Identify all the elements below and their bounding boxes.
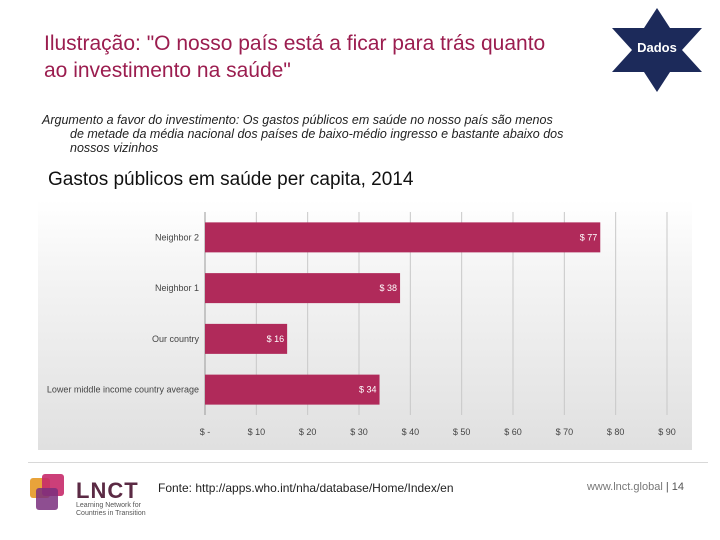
source-text: Fonte: http://apps.who.int/nha/database/… (158, 481, 454, 495)
data-label: $ 16 (267, 334, 285, 344)
bar-chart: $ - $ 10 $ 20 $ 30 $ 40 $ 50 $ 60 $ 70 $ 80 $ 90 N… (47, 212, 676, 437)
logo-subtitle-line-2: Countries in Transition (76, 510, 146, 517)
bar (205, 222, 601, 253)
category-label: Neighbor 1 (155, 283, 199, 293)
bar (205, 374, 380, 405)
logo-wordmark: LNCT (76, 478, 139, 503)
x-tick-label: $ 50 (453, 427, 471, 437)
site-link[interactable]: www.lnct.global (586, 481, 663, 493)
x-tick-label: $ 30 (350, 427, 368, 437)
x-tick-label: $ 10 (248, 427, 266, 437)
page-footer: www.lnct.global | 14 (587, 481, 684, 493)
badge-star-icon (612, 8, 702, 92)
category-label: Our country (152, 334, 200, 344)
slide-title: Ilustração: "O nosso país está a ficar p… (44, 32, 546, 82)
x-tick-label: $ - (200, 427, 211, 437)
bar (205, 323, 288, 354)
data-label: $ 34 (359, 385, 377, 395)
argument-line-1: Argumento a favor do investimento: Os ga… (42, 113, 553, 127)
data-label: $ 38 (380, 283, 398, 293)
logo-subtitle: Learning Network for Countries in Transi… (76, 502, 166, 518)
footer-divider (28, 462, 708, 463)
chart-title: Gastos públicos em saúde per capita, 201… (48, 169, 414, 190)
argument-text: Argumento a favor do investimento: Os ga… (42, 113, 682, 155)
bar (205, 273, 401, 304)
x-tick-label: $ 40 (402, 427, 420, 437)
x-tick-label: $ 80 (607, 427, 625, 437)
x-tick-label: $ 90 (658, 427, 676, 437)
x-tick-label: $ 60 (504, 427, 522, 437)
page-number: | 14 (665, 481, 684, 493)
category-label: Lower middle income country average (47, 385, 199, 395)
x-tick-label: $ 70 (556, 427, 574, 437)
category-label: Neighbor 2 (155, 232, 199, 242)
badge-label: Dados (637, 40, 677, 55)
logo-subtitle-line-1: Learning Network for (76, 502, 141, 509)
x-tick-label: $ 20 (299, 427, 317, 437)
argument-line-2: de metade da média nacional dos países d… (70, 127, 564, 141)
lnct-logo-icon (30, 474, 64, 510)
argument-line-3: nossos vizinhos (70, 141, 159, 155)
data-label: $ 77 (580, 232, 598, 242)
